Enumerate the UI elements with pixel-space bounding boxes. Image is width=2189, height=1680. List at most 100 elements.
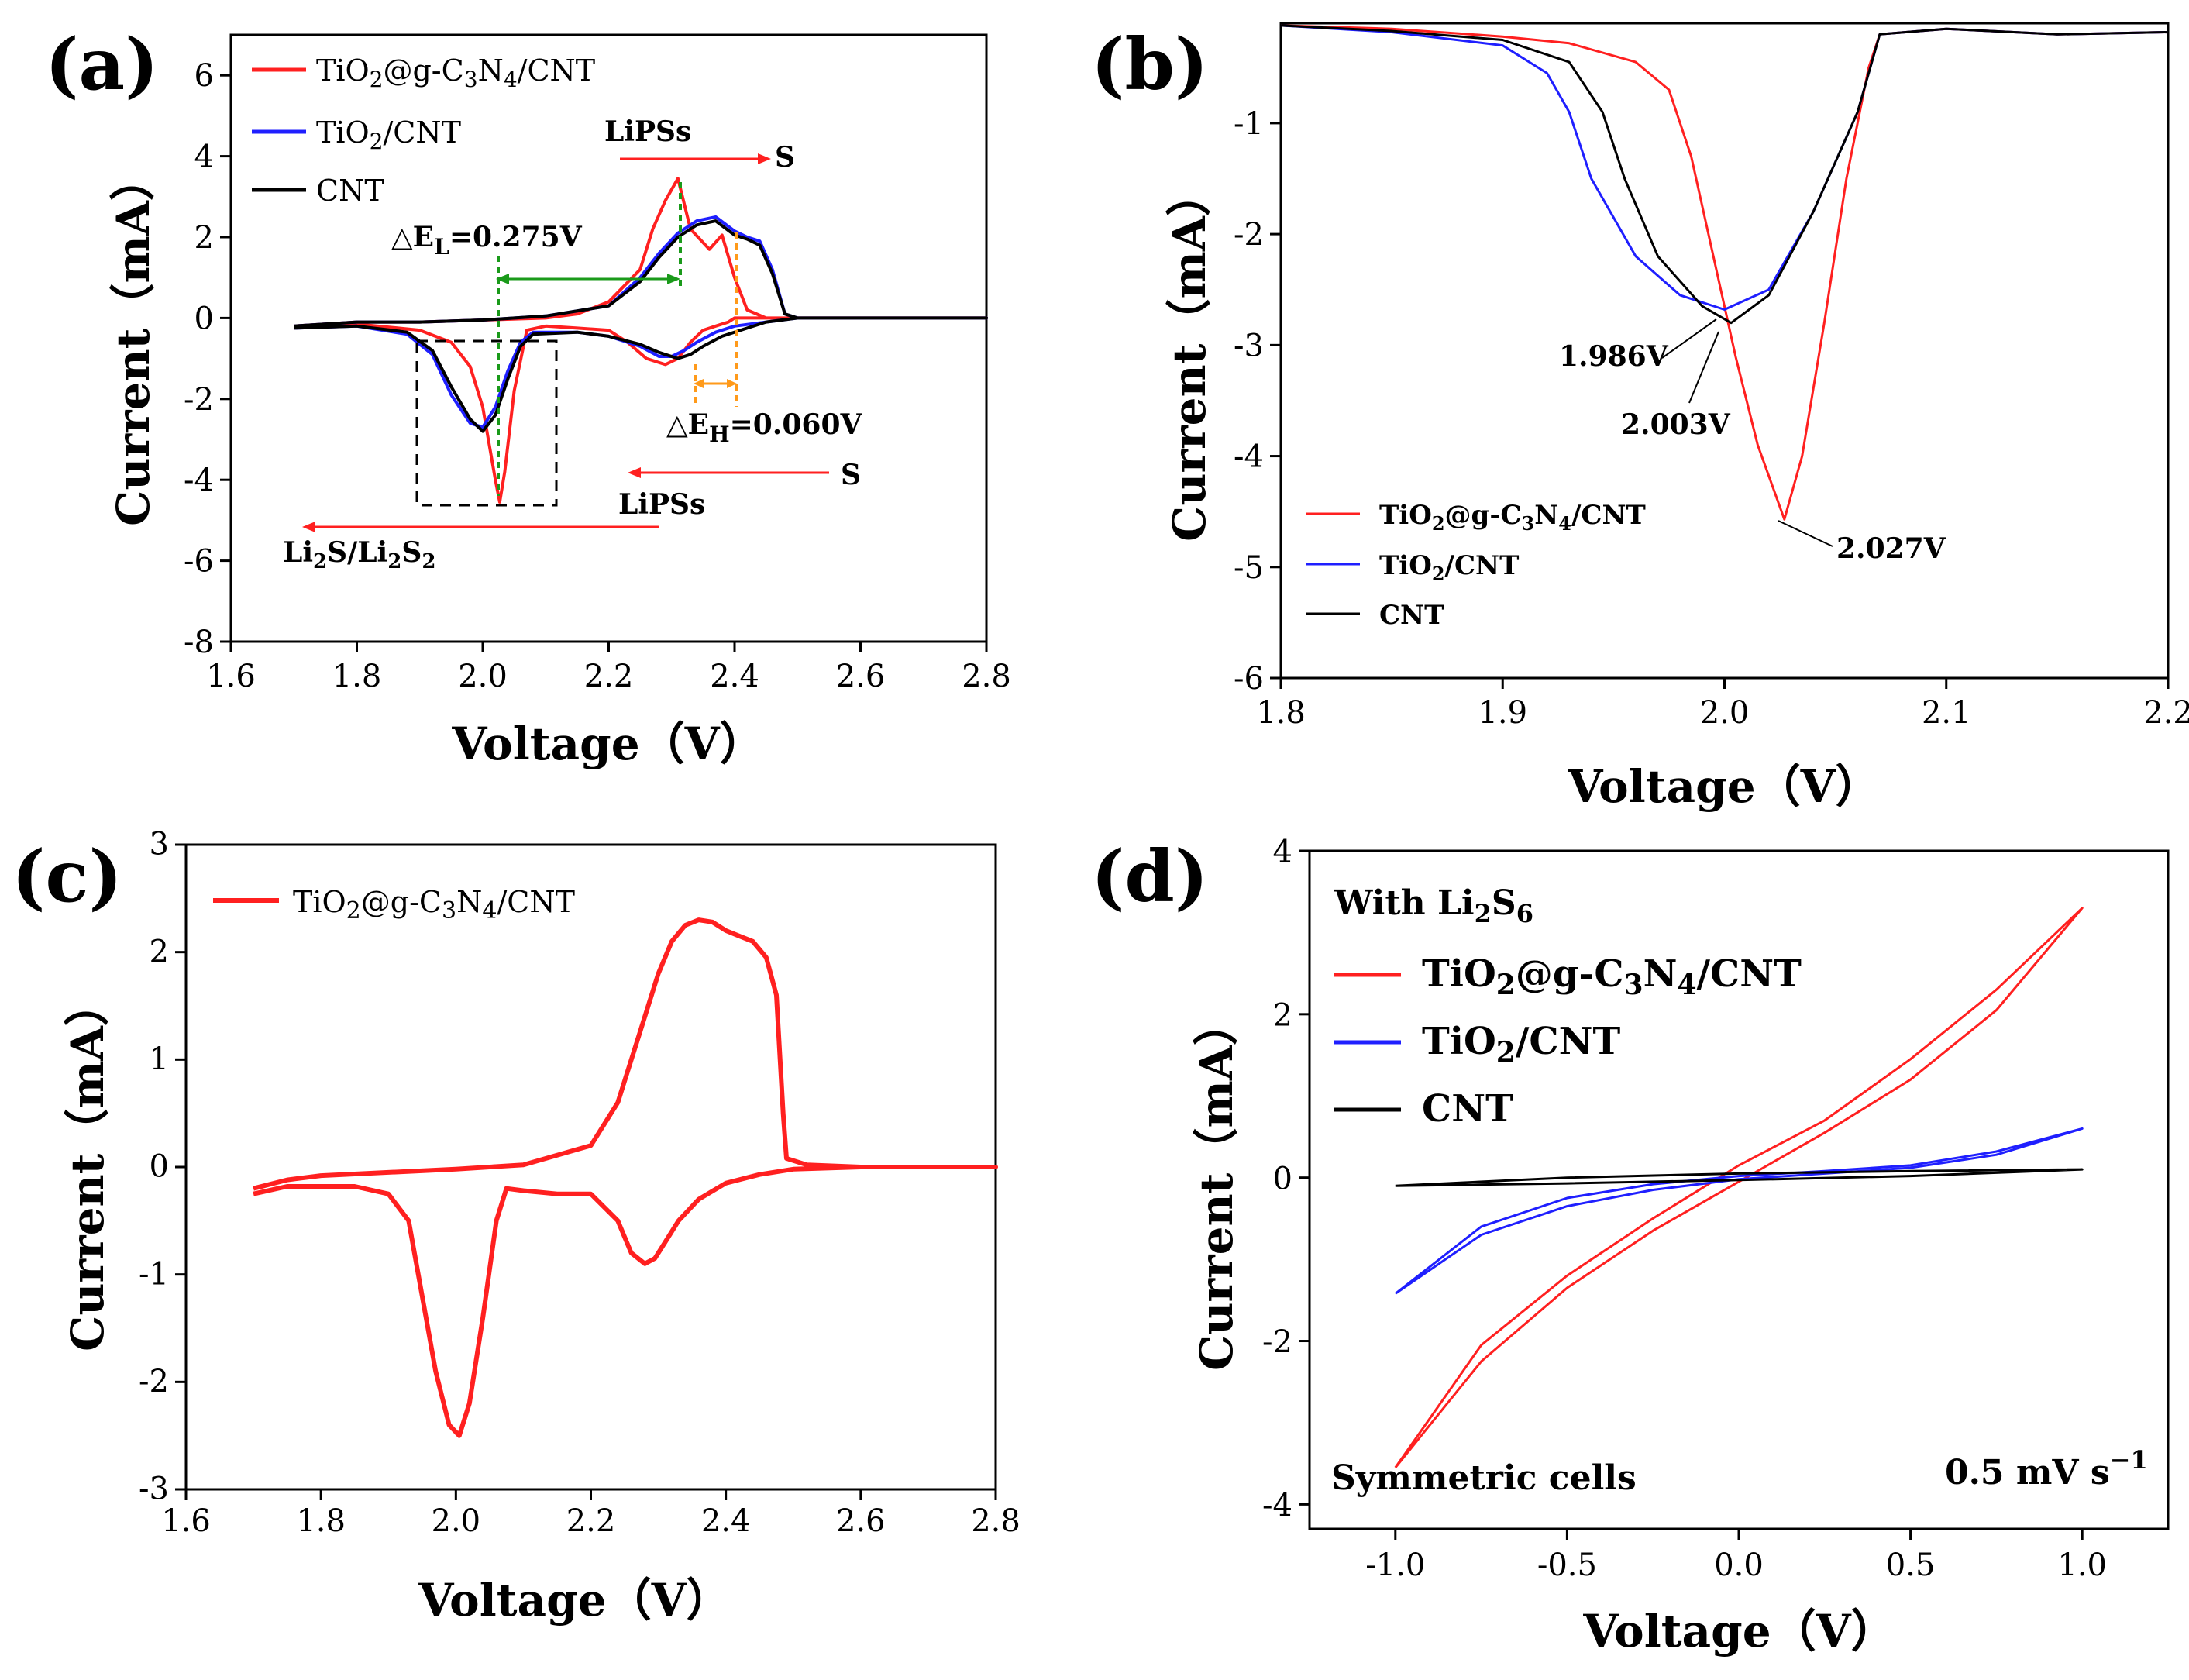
ytick-label-d-1: 2 — [1273, 998, 1292, 1034]
ytick-label-c-1: 2 — [150, 934, 169, 969]
series-d-1 — [1394, 1127, 2084, 1295]
ytick-label-a-5: -4 — [184, 463, 214, 498]
panel-b: (b) 1.8 1.9 2.0 2.1 2.2 -1 -2 -3 -4 -5 -6 Voltage（… — [1091, 22, 2189, 813]
panel-d-xlabel: Voltage（V） — [1582, 1605, 1895, 1658]
series-b-1 — [1280, 24, 2169, 311]
ytick-label-b-4: -5 — [1234, 550, 1264, 586]
ytick-label-c-2: 1 — [150, 1041, 169, 1077]
anno-a-li2s: Li2S/Li2S2 — [283, 536, 435, 573]
anno-a-lipss-top: LiPSs — [604, 115, 691, 148]
xtick-label-a-1: 1.8 — [332, 659, 382, 694]
xtick-label-b-0: 1.8 — [1256, 695, 1306, 731]
panel-a-ticks: 1.6 1.8 2.0 2.2 2.4 2.6 2.8 6 4 2 0 -2 -4 -6 -8 — [184, 58, 1011, 694]
legend-label-b-tio2: TiO2/CNT — [1379, 550, 1519, 585]
arrowhead-a-lipss-s — [758, 153, 771, 164]
panel-b-legend: TiO2@g-C3N4/CNT TiO2/CNT CNT — [1306, 500, 1646, 631]
panel-b-ticks: 1.8 1.9 2.0 2.1 2.2 -1 -2 -3 -4 -5 -6 — [1234, 106, 2189, 731]
panel-c-legend: TiO2@g-C3N4/CNT — [213, 885, 575, 924]
legend-label-b-cnt: CNT — [1379, 600, 1444, 631]
ytick-label-b-2: -3 — [1234, 328, 1264, 363]
pointer-b-2027 — [1778, 520, 1833, 547]
anno-b-2003: 2.003V — [1621, 408, 1731, 441]
xtick-label-d-1: -0.5 — [1537, 1547, 1597, 1583]
xtick-label-b-4: 2.2 — [2143, 695, 2189, 731]
xtick-label-d-0: -1.0 — [1365, 1547, 1425, 1583]
panel-b-series — [1280, 24, 2169, 521]
anno-d-rate: 0.5 mV s−1 — [1945, 1445, 2148, 1492]
series-a-2 — [294, 219, 988, 433]
panel-a-ylabel: Current（mA） — [107, 156, 160, 526]
ytick-label-a-6: -6 — [184, 544, 214, 580]
legend-label-d-cnt: CNT — [1422, 1087, 1513, 1131]
ytick-label-b-3: -4 — [1234, 439, 1264, 475]
panel-a-annotations: LiPSs S △EL=0.275V △EH=0.060V S LiPSs Li… — [283, 115, 862, 573]
xtick-label-b-2: 2.0 — [1700, 695, 1750, 731]
xtick-label-b-3: 2.1 — [1922, 695, 1971, 731]
ytick-label-c-3: 0 — [150, 1149, 169, 1185]
anno-a-delta-l: △EL=0.275V — [391, 221, 583, 260]
ytick-label-a-4: -2 — [184, 382, 214, 418]
ytick-label-a-3: 0 — [194, 301, 214, 336]
ytick-label-a-2: 2 — [194, 220, 214, 256]
panel-c-series — [253, 917, 998, 1438]
xtick-label-b-1: 1.9 — [1478, 695, 1527, 731]
panel-b-xlabel: Voltage（V） — [1567, 760, 1880, 813]
xtick-label-d-4: 1.0 — [2057, 1547, 2107, 1583]
ytick-label-c-4: -1 — [139, 1256, 169, 1292]
arrowhead-a-delta-h-left — [694, 379, 704, 388]
ytick-label-b-0: -1 — [1234, 106, 1264, 142]
arrowhead-a-s-lipss — [628, 467, 641, 478]
anno-b-2027: 2.027V — [1836, 532, 1946, 565]
panel-a-series — [294, 177, 988, 504]
anno-d-symmetric: Symmetric cells — [1331, 1458, 1637, 1498]
xtick-label-d-3: 0.5 — [1886, 1547, 1936, 1583]
panel-d-label: (d) — [1091, 835, 1208, 918]
panel-a: (a) 1.6 1.8 2.0 2.2 2.4 2.6 2.8 6 4 2 0 -2 -4 -6 -8 Vo… — [45, 22, 1011, 770]
legend-label-a-tio2gcn: TiO2@g-C3N4/CNT — [316, 53, 595, 92]
panel-d-legend: With Li2S6 TiO2@g-C3N4/CNT TiO2/CNT CNT — [1334, 883, 1802, 1131]
ytick-label-b-5: -6 — [1234, 661, 1264, 697]
xtick-label-c-2: 2.0 — [432, 1503, 481, 1539]
ytick-label-a-0: 6 — [194, 58, 214, 94]
panel-b-ylabel: Current（mA） — [1163, 171, 1216, 542]
legend-label-c-tio2gcn: TiO2@g-C3N4/CNT — [293, 885, 575, 924]
panel-a-xlabel: Voltage（V） — [451, 718, 764, 770]
xtick-label-c-6: 2.8 — [971, 1503, 1021, 1539]
anno-a-delta-h: △EH=0.060V — [666, 408, 862, 447]
xtick-label-c-4: 2.4 — [701, 1503, 751, 1539]
ytick-label-d-2: 0 — [1273, 1161, 1292, 1196]
anno-a-s-top: S — [775, 141, 795, 174]
legend-label-a-cnt: CNT — [316, 174, 384, 208]
panel-d-series — [1394, 907, 2084, 1468]
arrowhead-a-delta-l-left — [496, 274, 509, 284]
panel-c-ylabel: Current（mA） — [61, 981, 114, 1351]
arrowhead-a-delta-l-right — [667, 274, 680, 284]
ytick-label-d-4: -4 — [1262, 1488, 1292, 1523]
series-d-0 — [1394, 907, 2084, 1468]
panel-b-label: (b) — [1091, 22, 1208, 106]
xtick-label-a-5: 2.6 — [836, 659, 886, 694]
panel-d-ylabel: Current（mA） — [1190, 1000, 1243, 1371]
xtick-label-a-2: 2.0 — [458, 659, 508, 694]
panel-c: (c) 1.6 1.8 2.0 2.2 2.4 2.6 2.8 3 2 1 0 -1 -2 -3 Volt… — [12, 827, 1021, 1627]
dashed-box-a — [415, 339, 558, 507]
ytick-label-a-1: 4 — [194, 139, 214, 175]
xtick-label-a-4: 2.4 — [710, 659, 759, 694]
pointer-b-1986 — [1661, 318, 1717, 359]
xtick-label-c-3: 2.2 — [566, 1503, 616, 1539]
panel-a-legend: TiO2@g-C3N4/CNT TiO2/CNT CNT — [252, 53, 595, 208]
panel-c-label: (c) — [12, 835, 122, 918]
legend-label-a-tio2: TiO2/CNT — [316, 115, 461, 154]
xtick-label-c-1: 1.8 — [296, 1503, 346, 1539]
arrowhead-a-delta-h-right — [727, 379, 737, 388]
xtick-label-a-3: 2.2 — [584, 659, 634, 694]
ytick-label-c-0: 3 — [150, 827, 169, 862]
legend-label-d-tio2: TiO2/CNT — [1422, 1020, 1620, 1069]
ytick-label-a-7: -8 — [184, 625, 214, 660]
panel-d-ticks: -1.0 -0.5 0.0 0.5 1.0 4 2 0 -2 -4 — [1262, 835, 2107, 1583]
series-b-0 — [1280, 24, 2169, 521]
panel-b-annotations: 1.986V 2.003V 2.027V — [1559, 318, 1946, 565]
ytick-label-d-0: 4 — [1273, 835, 1292, 870]
